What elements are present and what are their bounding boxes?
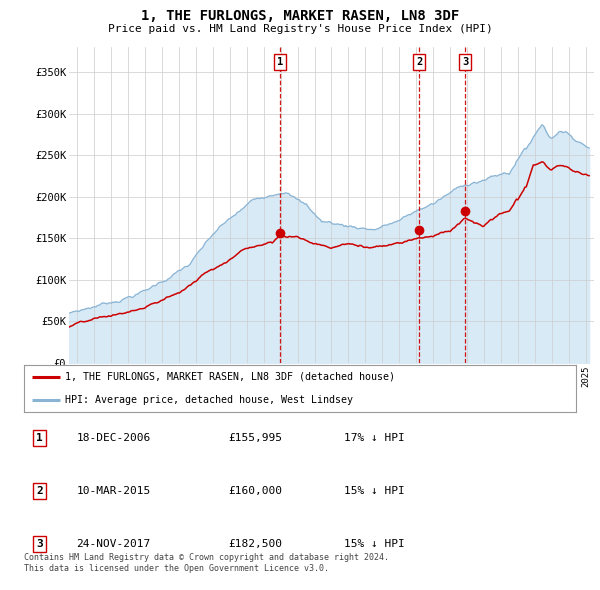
Text: 1, THE FURLONGS, MARKET RASEN, LN8 3DF: 1, THE FURLONGS, MARKET RASEN, LN8 3DF bbox=[141, 9, 459, 23]
Text: £155,995: £155,995 bbox=[228, 433, 282, 443]
Text: 1, THE FURLONGS, MARKET RASEN, LN8 3DF (detached house): 1, THE FURLONGS, MARKET RASEN, LN8 3DF (… bbox=[65, 372, 395, 382]
Text: Price paid vs. HM Land Registry's House Price Index (HPI): Price paid vs. HM Land Registry's House … bbox=[107, 24, 493, 34]
Text: 1: 1 bbox=[36, 433, 43, 443]
Text: 2: 2 bbox=[416, 57, 422, 67]
Text: 3: 3 bbox=[462, 57, 469, 67]
Text: HPI: Average price, detached house, West Lindsey: HPI: Average price, detached house, West… bbox=[65, 395, 353, 405]
Text: 24-NOV-2017: 24-NOV-2017 bbox=[76, 539, 151, 549]
Text: 18-DEC-2006: 18-DEC-2006 bbox=[76, 433, 151, 443]
Text: 3: 3 bbox=[36, 539, 43, 549]
Text: 1: 1 bbox=[277, 57, 283, 67]
Text: Contains HM Land Registry data © Crown copyright and database right 2024.
This d: Contains HM Land Registry data © Crown c… bbox=[24, 553, 389, 573]
Text: £182,500: £182,500 bbox=[228, 539, 282, 549]
Text: £160,000: £160,000 bbox=[228, 486, 282, 496]
Text: 15% ↓ HPI: 15% ↓ HPI bbox=[344, 486, 405, 496]
Text: 2: 2 bbox=[36, 486, 43, 496]
Text: 15% ↓ HPI: 15% ↓ HPI bbox=[344, 539, 405, 549]
Text: 17% ↓ HPI: 17% ↓ HPI bbox=[344, 433, 405, 443]
Text: 10-MAR-2015: 10-MAR-2015 bbox=[76, 486, 151, 496]
